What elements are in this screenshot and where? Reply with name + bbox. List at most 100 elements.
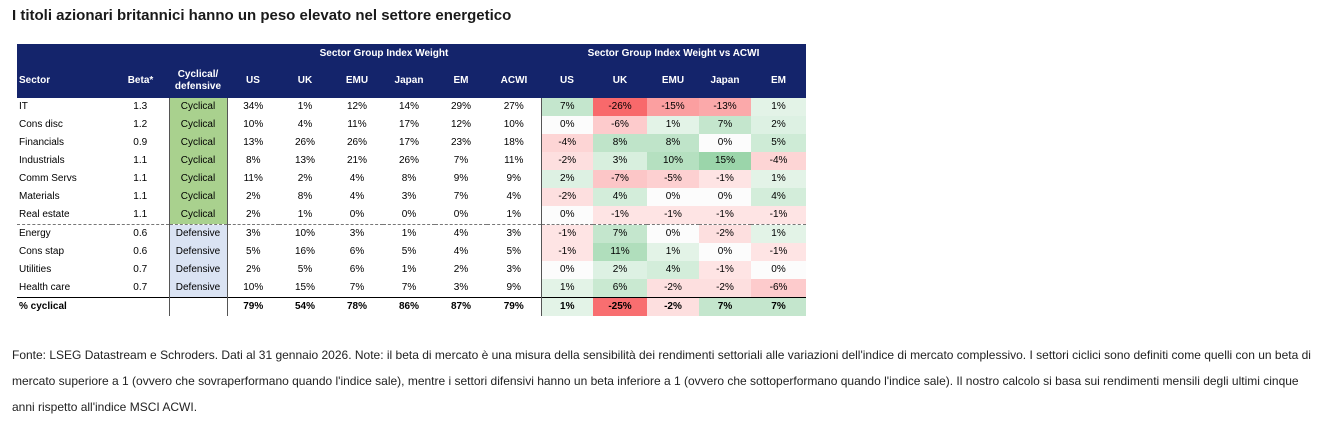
weight-cell: 54%	[279, 297, 331, 316]
vs-acwi-cell: 4%	[593, 188, 647, 206]
beta-cell: 0.7	[133, 282, 148, 293]
vs-acwi-cell: -2%	[647, 297, 699, 316]
column-header-vs: EMU	[647, 63, 699, 98]
vs-acwi-cell: 0%	[699, 243, 751, 261]
vs-acwi-cell: 5%	[751, 134, 807, 152]
sector-weight-table: Sector Group Index Weight Sector Group I…	[17, 44, 807, 316]
weight-cell: 4%	[453, 246, 469, 257]
vs-acwi-cell: 0%	[647, 224, 699, 243]
vs-acwi-cell: -1%	[751, 206, 807, 225]
vs-acwi-cell: 1%	[751, 224, 807, 243]
column-header-type-line2: defensive	[174, 80, 222, 92]
column-header-weight: EMU	[331, 63, 383, 98]
weight-cell: 11%	[347, 119, 367, 130]
table-row: Cons stap 0.6 Defensive 5% 16% 6% 5% 4% 5% -1% 11%…	[17, 243, 807, 261]
vs-acwi-cell: -2%	[647, 279, 699, 298]
type-cell: Cyclical	[168, 152, 228, 170]
type-cell: Defensive	[168, 279, 228, 298]
vs-acwi-cell: 3%	[593, 152, 647, 170]
weight-cell: 2%	[246, 264, 261, 275]
weight-cell: 3%	[506, 264, 521, 275]
vs-acwi-cell: 0%	[751, 261, 807, 279]
vs-acwi-cell: -1%	[647, 206, 699, 225]
table-row: Financials 0.9 Cyclical 13% 26% 26% 17% 23% 18% -…	[17, 134, 807, 152]
sector-cell: Health care	[19, 282, 71, 293]
weight-cell: 3%	[453, 282, 469, 293]
weight-cell: 10%	[503, 119, 524, 130]
weight-cell: 16%	[294, 246, 315, 257]
vs-acwi-cell: 0%	[699, 188, 751, 206]
weight-cell: 12%	[346, 101, 367, 112]
weight-cell: 79%	[487, 297, 541, 316]
vs-acwi-cell: 2%	[593, 261, 647, 279]
vs-acwi-cell: 0%	[699, 134, 751, 152]
table-row: Health care 0.7 Defensive 10% 15% 7% 7% 3% 9% 1% 6…	[17, 279, 807, 298]
source-footnote: Fonte: LSEG Datastream e Schroders. Dati…	[12, 348, 1311, 414]
sector-cell: Cons disc	[19, 119, 63, 130]
weight-cell: 2%	[297, 173, 313, 184]
column-header-beta: Beta*	[112, 63, 169, 98]
vs-acwi-cell: -2%	[699, 224, 751, 243]
weight-cell: 5%	[506, 246, 521, 257]
beta-cell	[112, 297, 169, 316]
weight-cell: 23%	[450, 137, 471, 148]
sector-cell: Financials	[19, 137, 65, 148]
weight-cell: 10%	[279, 224, 331, 243]
vs-acwi-cell: -4%	[751, 152, 807, 170]
sector-cell: IT	[19, 101, 28, 112]
column-header-vs: UK	[593, 63, 647, 98]
weight-cell: 6%	[349, 246, 365, 257]
weight-cell: 4%	[506, 191, 521, 202]
type-cell: Defensive	[168, 243, 228, 261]
weight-cell: 17%	[398, 137, 419, 148]
weight-cell: 2%	[246, 209, 261, 220]
weight-cell: 79%	[227, 297, 279, 316]
column-header-weight: ACWI	[487, 63, 541, 98]
vs-acwi-cell: 1%	[540, 279, 593, 298]
vs-acwi-cell: -5%	[647, 170, 699, 188]
vs-acwi-cell: 0%	[540, 261, 593, 279]
table-row: Industrials 1.1 Cyclical 8% 13% 21% 26% 7% 11% -2…	[17, 152, 807, 170]
type-cell: Defensive	[168, 224, 228, 243]
sector-cell: Real estate	[19, 209, 70, 220]
weight-cell: 4%	[297, 119, 313, 130]
vs-acwi-cell: 2%	[540, 170, 593, 188]
beta-cell: 0.7	[133, 264, 148, 275]
vs-acwi-cell: 7%	[699, 116, 751, 134]
group-header-row: Sector Group Index Weight Sector Group I…	[17, 44, 807, 63]
weight-cell: 87%	[435, 297, 487, 316]
vs-acwi-cell: -1%	[751, 243, 807, 261]
table-row: Utilities 0.7 Defensive 2% 5% 6% 1% 2% 3% 0% 2% 4% -…	[17, 261, 807, 279]
sector-cell: Cons stap	[19, 246, 65, 257]
table-row: Materials 1.1 Cyclical 2% 8% 4% 3% 7% 4% -2% 4% 0% 0…	[17, 188, 807, 206]
weight-cell: 86%	[383, 297, 435, 316]
vs-acwi-cell: 7%	[751, 297, 807, 316]
weight-cell: 0%	[349, 209, 365, 220]
beta-cell: 0.6	[112, 224, 169, 243]
column-header-row: Sector Beta* Cyclical/ defensive US UK E…	[17, 63, 807, 98]
weight-cell: 2%	[453, 264, 469, 275]
weight-cell: 5%	[401, 246, 417, 257]
sector-cell: Materials	[19, 191, 60, 202]
sector-cell: % cyclical	[17, 297, 112, 316]
vs-acwi-cell: -1%	[699, 170, 751, 188]
beta-cell: 1.2	[133, 119, 148, 130]
weight-cell: 13%	[243, 137, 264, 148]
vs-acwi-cell: -4%	[540, 134, 593, 152]
column-header-vs: US	[541, 63, 593, 98]
weight-cell: 4%	[349, 173, 365, 184]
vs-acwi-cell: 1%	[751, 98, 807, 116]
weight-cell: 7%	[453, 155, 469, 166]
type-cell: Cyclical	[168, 98, 228, 116]
type-cell	[168, 297, 228, 316]
vs-acwi-cell: 4%	[647, 261, 699, 279]
vs-acwi-cell: -1%	[593, 206, 647, 225]
weight-cell: 5%	[246, 246, 261, 257]
weight-cell: 26%	[398, 155, 419, 166]
weight-cell: 9%	[453, 173, 469, 184]
vs-acwi-cell: 7%	[540, 98, 593, 116]
weight-cell: 3%	[227, 224, 279, 243]
weight-cell: 1%	[506, 209, 521, 220]
weight-cell: 26%	[346, 137, 367, 148]
vs-acwi-cell: -1%	[540, 243, 593, 261]
